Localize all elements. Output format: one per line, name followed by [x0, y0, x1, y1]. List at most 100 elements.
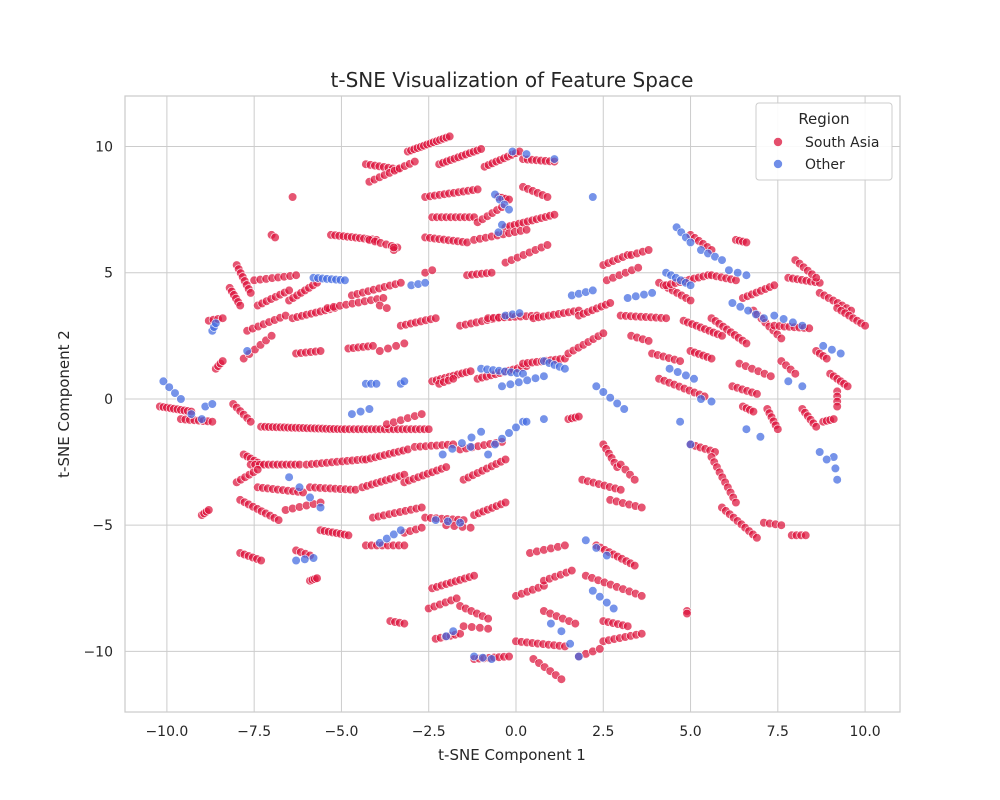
scatter-point — [267, 331, 277, 341]
scatter-point — [811, 422, 821, 432]
scatter-point — [735, 302, 745, 312]
scatter-point — [473, 184, 483, 194]
scatter-point — [727, 298, 738, 308]
scatter-point — [778, 314, 789, 324]
scatter-point — [521, 417, 532, 427]
scatter-point — [487, 654, 497, 664]
scatter-point — [443, 516, 453, 527]
scatter-point — [696, 394, 706, 404]
scatter-point — [371, 379, 382, 389]
scatter-point — [776, 520, 786, 530]
scatter-point — [164, 382, 174, 392]
scatter-point — [466, 366, 476, 376]
scatter-point — [832, 401, 842, 412]
scatter-point — [218, 313, 228, 323]
scatter-point — [643, 336, 654, 346]
scatter-point — [556, 674, 567, 684]
scatter-point — [399, 338, 409, 349]
scatter-point — [466, 523, 476, 533]
scatter-point — [769, 280, 779, 290]
x-axis-ticks: −10.0 −7.5 −5.0 −2.5 0.0 2.5 5.0 7.5 10.0 — [145, 724, 880, 740]
scatter-point — [664, 364, 675, 374]
scatter-point — [466, 432, 477, 443]
scatter-point — [588, 192, 598, 202]
scatter-point — [743, 306, 753, 316]
scatter-point — [783, 376, 793, 386]
scatter-point — [497, 434, 507, 444]
scatter-point — [773, 424, 783, 434]
scatter-point — [207, 399, 217, 409]
scatter-point — [602, 550, 612, 561]
scatter-point — [681, 370, 691, 381]
scatter-point — [682, 608, 692, 619]
scatter-point — [186, 409, 196, 419]
scatter-point — [504, 428, 514, 438]
scatter-point — [497, 220, 507, 230]
scatter-point — [466, 442, 476, 452]
scatter-point — [631, 291, 641, 301]
scatter-point — [487, 268, 497, 278]
scatter-point — [790, 369, 800, 379]
scatter-point — [560, 540, 570, 551]
x-tick-label: 2.5 — [592, 724, 614, 740]
scatter-point — [619, 404, 629, 414]
x-tick-label: 10.0 — [850, 724, 881, 740]
scatter-point — [368, 341, 378, 351]
legend-marker-other — [773, 159, 783, 169]
scatter-point — [570, 618, 580, 629]
x-axis-label: t-SNE Component 1 — [438, 746, 586, 764]
scatter-point — [176, 394, 186, 404]
scatter-point — [630, 475, 640, 485]
y-tick-label: 5 — [104, 266, 113, 282]
scatter-point — [776, 333, 786, 344]
scatter-point — [766, 371, 776, 381]
scatter-point — [431, 313, 441, 323]
scatter-point — [242, 346, 252, 356]
scatter-point — [518, 369, 528, 379]
scatter-point — [616, 485, 626, 495]
scatter-point — [818, 341, 828, 351]
scatter-point — [511, 422, 521, 433]
scatter-point — [836, 348, 846, 359]
scatter-point — [801, 530, 811, 540]
scatter-point — [633, 263, 643, 273]
legend: Region South Asia Other — [755, 102, 893, 181]
scatter-point — [675, 417, 685, 427]
x-tick-label: −2.5 — [412, 724, 446, 740]
scatter-point — [706, 354, 717, 364]
y-tick-label: 10 — [95, 139, 113, 155]
scatter-point — [514, 308, 525, 318]
scatter-point — [284, 472, 294, 482]
series-south-asia — [155, 131, 870, 684]
scatter-point — [612, 398, 622, 409]
scatter-point — [759, 313, 769, 323]
scatter-point — [623, 293, 633, 303]
scatter-point — [539, 414, 549, 424]
scatter-point — [567, 565, 577, 576]
x-tick-label: 0.0 — [505, 724, 527, 740]
scatter-point — [830, 463, 841, 474]
scatter-point — [811, 273, 821, 283]
scatter-point — [685, 237, 696, 247]
scatter-point — [637, 502, 647, 513]
scatter-point — [207, 417, 217, 427]
scatter-point — [170, 388, 180, 398]
scatter-point — [343, 530, 354, 540]
scatter-point — [530, 373, 541, 383]
scatter-point — [542, 240, 553, 250]
y-tick-label: −10 — [83, 644, 113, 660]
scatter-point — [417, 523, 427, 533]
points — [155, 131, 870, 684]
scatter-point — [383, 343, 393, 354]
scatter-point — [315, 346, 326, 356]
scatter-point — [639, 290, 649, 300]
scatter-point — [752, 533, 762, 543]
scatter-point — [581, 535, 591, 545]
scatter-point — [448, 374, 458, 384]
scatter-point — [490, 439, 500, 450]
scatter-point — [483, 613, 493, 624]
scatter-point — [270, 232, 280, 242]
scatter-point — [598, 387, 608, 397]
scatter-point — [574, 651, 584, 662]
scatter-point — [591, 381, 601, 391]
